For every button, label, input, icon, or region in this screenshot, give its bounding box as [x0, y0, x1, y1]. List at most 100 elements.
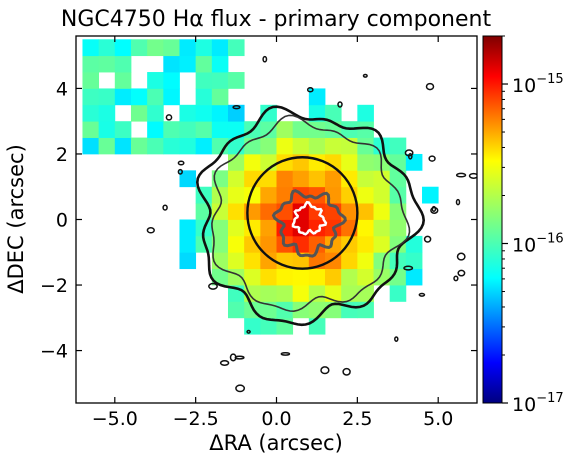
flux-pixel [195, 137, 213, 155]
contour-speckle [229, 353, 237, 362]
x-axis-label: ΔRA (arcsec) [209, 431, 343, 455]
flux-pixel [130, 137, 148, 155]
flux-pixel [260, 268, 277, 286]
flux-pixel [211, 235, 229, 253]
contour-speckle [246, 329, 251, 334]
contour-speckle [165, 114, 173, 121]
flux-pixel [98, 137, 116, 155]
flux-pixel [260, 104, 277, 122]
contour-speckle [457, 269, 466, 277]
flux-pixel [292, 170, 310, 188]
plot-area [82, 39, 477, 393]
flux-pixel [276, 137, 294, 155]
contour-speckle [468, 172, 477, 179]
flux-pixel [260, 121, 277, 138]
flux-pixel [179, 55, 197, 73]
flux-pixel [179, 252, 197, 270]
flux-pixel [195, 55, 213, 73]
contour-speckle [162, 204, 168, 211]
flux-pixel [276, 285, 294, 302]
colorbar: 10−17 10−16 10−15 [482, 35, 564, 416]
flux-pixel [163, 55, 180, 73]
flux-pixel [114, 72, 132, 89]
flux-pixel [211, 55, 229, 73]
contour-speckle [362, 73, 368, 78]
flux-pixel [227, 219, 245, 237]
flux-pixel [227, 170, 245, 188]
flux-pixel [325, 285, 342, 302]
x-tick-label: 2.5 [342, 408, 372, 430]
contour-layer [146, 55, 477, 393]
contour-speckle [403, 265, 414, 271]
flux-pixel [405, 235, 423, 253]
flux-pixel [389, 137, 407, 155]
inner-circle-contour [246, 156, 359, 270]
flux-pixel [195, 88, 213, 106]
flux-pixel [373, 203, 391, 220]
flux-pixel [373, 170, 391, 188]
flux-pixel [227, 72, 245, 89]
flux-pixel [325, 170, 342, 188]
x-tick-label: 0.0 [261, 408, 291, 430]
flux-pixel [227, 121, 245, 138]
flux-pixel [227, 186, 245, 204]
flux-pixel [82, 104, 100, 122]
flux-pixel [357, 121, 374, 138]
flux-pixel [227, 153, 245, 171]
contour-speckle [262, 55, 268, 63]
flux-pixel [357, 268, 374, 286]
colorbar-ticks: 10−17 10−16 10−15 [502, 35, 564, 416]
contour-speckle [232, 105, 241, 110]
flux-pixel [389, 170, 407, 188]
flux-pixel [357, 170, 374, 188]
flux-pixel [276, 268, 294, 286]
flux-pixel [341, 285, 358, 302]
flux-pixel [244, 153, 261, 171]
contour-speckle [342, 367, 351, 376]
flux-pixel [114, 88, 132, 106]
flux-pixel [227, 203, 245, 220]
flux-pixel [163, 39, 180, 57]
flux-pixel [373, 252, 391, 270]
contour-speckle [208, 282, 218, 290]
contour-speckle [394, 336, 399, 342]
flux-pixel [308, 219, 326, 237]
flux-pixel [341, 252, 358, 270]
flux-pixel-grid [82, 39, 439, 335]
flux-pixel [308, 301, 326, 319]
contour-speckle [219, 360, 230, 366]
flux-pixel [308, 137, 326, 155]
flux-pixel [130, 88, 148, 106]
flux-pixel [260, 235, 277, 253]
flux-pixel [130, 104, 148, 122]
flux-pixel [114, 137, 132, 155]
flux-pixel [260, 170, 277, 188]
flux-pixel [244, 252, 261, 270]
flux-pixel [373, 235, 391, 253]
flux-pixel [308, 104, 326, 122]
flux-pixel [82, 55, 100, 73]
flux-pixel [276, 186, 294, 204]
contour-speckle [428, 155, 436, 162]
y-axis-label: ΔDEC (arcsec) [4, 144, 28, 294]
contour-speckle [306, 86, 314, 93]
contour-speckle [177, 160, 185, 166]
flux-pixel [308, 88, 326, 106]
flux-pixel [195, 104, 213, 122]
flux-pixel [98, 88, 116, 106]
flux-pixel [82, 137, 100, 155]
flux-pixel [82, 72, 100, 89]
contour-speckle [456, 252, 466, 261]
flux-pixel [260, 186, 277, 204]
y-tick-label: −4 [40, 341, 68, 363]
flux-pixel [373, 186, 391, 204]
flux-pixel [276, 170, 294, 188]
flux-pixel [211, 104, 229, 122]
flux-pixel [357, 137, 374, 155]
flux-pixel [260, 219, 277, 237]
chart-title: NGC4750 Hα flux - primary component [61, 7, 492, 32]
flux-pixel [373, 219, 391, 237]
flux-pixel [163, 137, 180, 155]
